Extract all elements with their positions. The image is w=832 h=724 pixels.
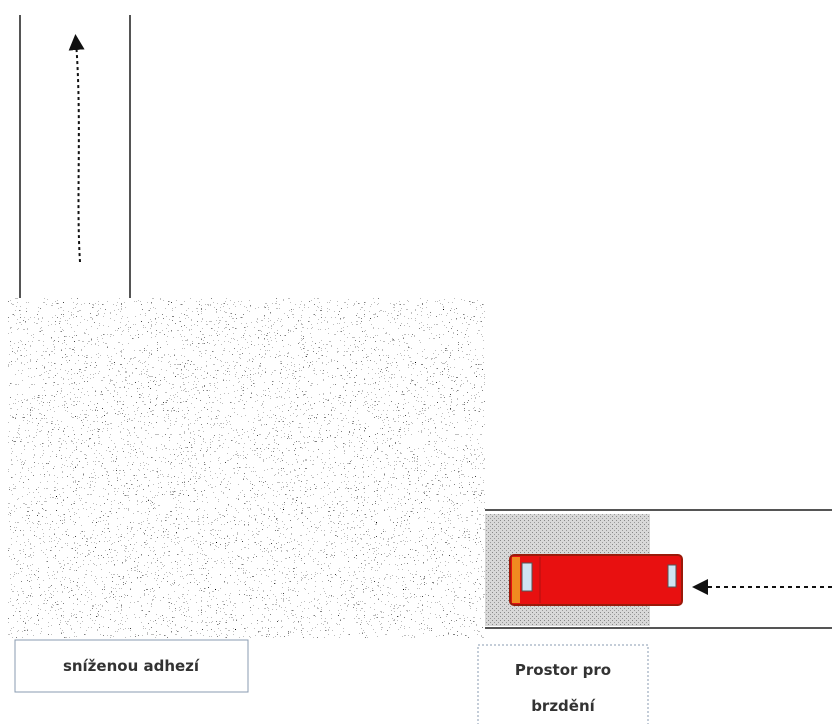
label-box — [14, 639, 249, 693]
label-text: brzdění — [531, 697, 595, 715]
label-box — [477, 644, 649, 724]
bus — [509, 554, 683, 606]
label-text: Prostor pro — [515, 661, 611, 679]
low-adhesion-area — [8, 298, 485, 638]
label-text: sníženou adhezí — [63, 657, 200, 675]
direction-arrow — [68, 34, 85, 263]
